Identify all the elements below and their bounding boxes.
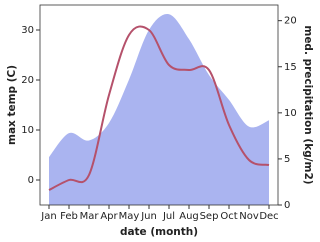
x-tick-label: Feb (60, 211, 78, 222)
x-axis-label: date (month) (120, 226, 198, 238)
x-tick-label: Jul (162, 211, 175, 222)
y-axis-label: max temp (C) (6, 65, 18, 145)
x-tick-label: Apr (100, 211, 118, 222)
x-tick-label: Jun (140, 211, 157, 222)
x-tick-label: Sep (200, 211, 219, 222)
y2-tick-label: 0 (284, 200, 290, 211)
x-tick-label: Mar (80, 211, 100, 222)
y2-tick-label: 20 (284, 16, 297, 27)
x-tick-label: Aug (179, 211, 199, 222)
x-tick-label: Nov (239, 211, 259, 222)
x-tick-label: Jan (40, 211, 56, 222)
y2-axis-label: med. precipitation (kg/m2) (302, 25, 314, 184)
x-tick-label: May (119, 211, 140, 222)
precipitation-area (49, 13, 269, 205)
y2-tick-label: 10 (284, 108, 297, 119)
x-tick-label: Dec (259, 211, 278, 222)
y2-tick-label: 15 (284, 62, 297, 73)
y2-tick-label: 5 (284, 154, 290, 165)
y-tick-label: 20 (21, 75, 34, 86)
plot-frame (39, 4, 279, 206)
y-tick-label: 0 (28, 175, 34, 186)
temperature-line (48, 25, 270, 191)
y-tick-label: 30 (21, 25, 34, 36)
y-tick-label: 10 (21, 125, 34, 136)
x-tick-label: Oct (220, 211, 237, 222)
